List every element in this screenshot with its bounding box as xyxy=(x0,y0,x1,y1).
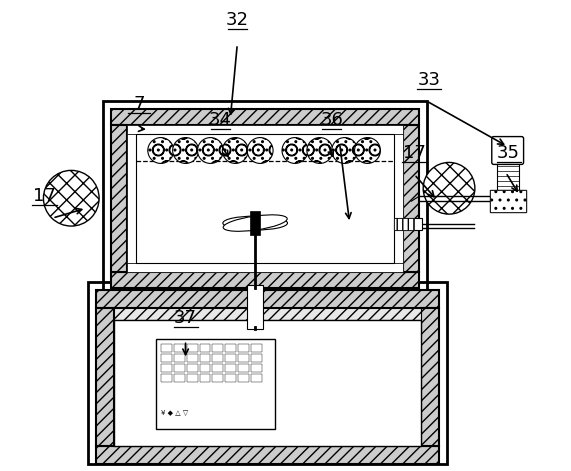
Bar xyxy=(174,354,184,362)
Bar xyxy=(238,374,249,382)
Bar xyxy=(497,162,518,190)
Bar xyxy=(174,364,184,372)
Text: 35: 35 xyxy=(497,145,520,162)
Bar xyxy=(88,282,447,463)
Text: 17: 17 xyxy=(403,145,425,162)
Bar xyxy=(161,344,172,352)
Bar xyxy=(250,211,260,235)
Bar xyxy=(226,354,236,362)
Bar xyxy=(226,364,236,372)
Text: ¥ ◆ △ ▽: ¥ ◆ △ ▽ xyxy=(161,409,188,415)
Bar xyxy=(212,354,223,362)
Bar xyxy=(251,354,262,362)
Bar xyxy=(161,374,172,382)
Bar xyxy=(238,364,249,372)
Bar xyxy=(111,109,419,125)
Bar xyxy=(251,374,262,382)
Bar xyxy=(187,354,198,362)
Bar xyxy=(395,218,422,230)
Circle shape xyxy=(43,171,99,226)
Bar xyxy=(238,344,249,352)
Bar xyxy=(212,374,223,382)
Bar xyxy=(490,190,525,212)
Circle shape xyxy=(332,138,357,163)
Bar xyxy=(187,364,198,372)
Circle shape xyxy=(307,138,333,163)
Bar xyxy=(156,340,275,429)
Circle shape xyxy=(247,138,273,163)
Circle shape xyxy=(172,138,199,163)
Bar xyxy=(199,364,211,372)
Bar xyxy=(490,190,525,212)
Bar xyxy=(161,354,172,362)
Bar xyxy=(403,125,419,272)
FancyBboxPatch shape xyxy=(492,137,524,164)
Text: 7: 7 xyxy=(133,95,144,113)
Bar xyxy=(127,125,403,134)
Ellipse shape xyxy=(223,215,287,231)
Bar xyxy=(174,344,184,352)
Bar xyxy=(96,290,439,308)
Text: 17: 17 xyxy=(33,187,56,205)
Bar xyxy=(114,308,421,319)
Bar xyxy=(395,134,403,263)
Circle shape xyxy=(423,162,475,214)
Text: 33: 33 xyxy=(417,71,441,89)
Bar xyxy=(111,272,419,288)
Bar xyxy=(494,138,521,162)
Circle shape xyxy=(282,138,308,163)
Circle shape xyxy=(148,138,174,163)
Circle shape xyxy=(355,138,380,163)
Circle shape xyxy=(198,138,223,163)
Bar xyxy=(199,344,211,352)
Bar xyxy=(127,263,403,272)
Bar xyxy=(421,308,439,446)
Bar xyxy=(174,374,184,382)
Bar xyxy=(251,364,262,372)
Bar xyxy=(136,134,395,263)
Bar xyxy=(161,364,172,372)
Bar xyxy=(212,364,223,372)
Bar xyxy=(103,101,427,296)
Ellipse shape xyxy=(223,216,287,230)
Bar xyxy=(226,344,236,352)
Text: 37: 37 xyxy=(174,309,197,327)
Text: 36: 36 xyxy=(320,111,343,129)
Bar xyxy=(199,354,211,362)
Bar xyxy=(199,374,211,382)
Bar xyxy=(212,344,223,352)
Text: 34: 34 xyxy=(209,111,232,129)
Bar xyxy=(96,308,114,446)
Bar xyxy=(187,344,198,352)
Bar xyxy=(111,125,127,272)
Text: 32: 32 xyxy=(226,11,249,29)
Bar xyxy=(226,374,236,382)
Bar xyxy=(238,354,249,362)
Circle shape xyxy=(222,138,248,163)
Bar xyxy=(127,134,136,263)
Bar xyxy=(251,344,262,352)
Bar xyxy=(247,284,263,329)
Bar xyxy=(395,218,414,230)
Bar xyxy=(114,319,421,446)
Bar xyxy=(96,446,439,463)
Bar xyxy=(187,374,198,382)
